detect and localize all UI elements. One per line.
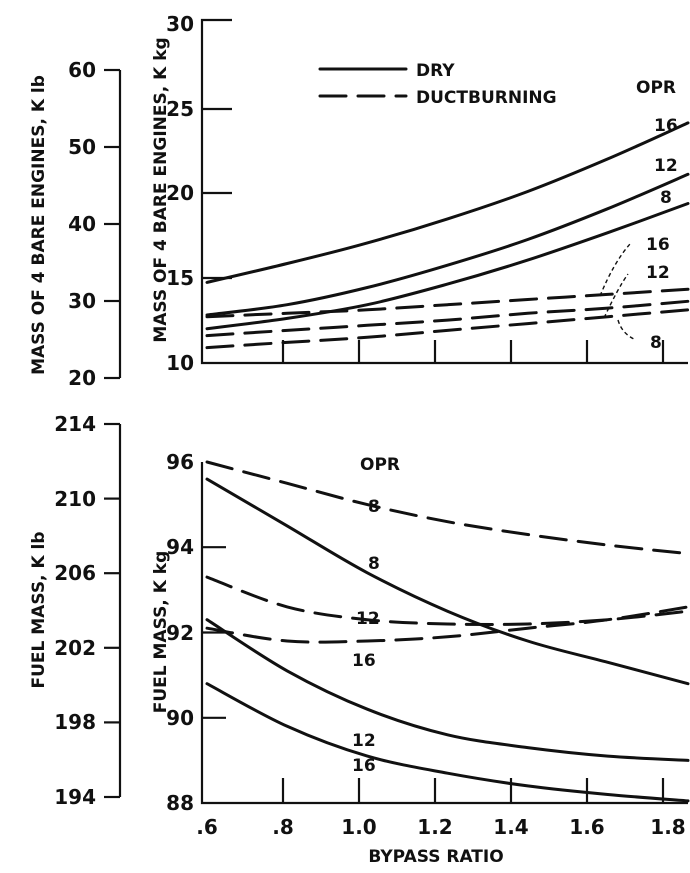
top-secondary-y-axis-label: MASS OF 4 BARE ENGINES, K lb: [29, 75, 49, 375]
bottom-xtick-label: 1.4: [493, 815, 528, 839]
bottom-curve-dry-opr-12: [205, 618, 690, 762]
bottom-secondary-y-ticks: [104, 422, 120, 799]
top-curve-labels: 16 12 8 16 12 8: [599, 116, 678, 353]
bottom-curve-dry-opr-16: [205, 682, 690, 803]
bottom-label-duct-12: 12: [356, 609, 380, 629]
top-label-duct-12: 12: [646, 263, 670, 283]
top-curve-duct-opr-16: [205, 287, 690, 319]
bottom-chart: 214 210 206 202 198 194 FUEL MASS, K lb …: [29, 412, 690, 867]
top-ytick-label: 25: [166, 97, 194, 121]
top-ytick-label: 30: [166, 12, 194, 36]
bottom-secondary-ytick-label: 206: [54, 561, 96, 585]
bottom-xtick-label: 1.2: [417, 815, 452, 839]
bottom-label-dry-8: 8: [368, 554, 380, 574]
top-label-duct-16: 16: [646, 235, 670, 255]
bottom-curve-duct-opr-12: [205, 575, 690, 627]
bottom-ytick-label: 90: [166, 706, 194, 730]
top-y-tick-labels: 10 15 20 25 30: [166, 12, 194, 375]
top-curve-duct-opr-8: [205, 308, 690, 350]
top-curve-dry-opr-12: [205, 172, 690, 317]
legend-dry-label: DRY: [416, 61, 455, 81]
bottom-curve-dry-opr-8: [205, 477, 690, 686]
top-curves: [205, 121, 690, 350]
top-x-ticks: [281, 340, 665, 363]
top-secondary-ytick-label: 20: [68, 366, 96, 390]
bottom-curve-duct-opr-16: [205, 605, 690, 644]
top-label-duct-8: 8: [650, 333, 662, 353]
bottom-xtick-label: 1.6: [569, 815, 604, 839]
top-chart: 60 50 40 30 20 MASS OF 4 BARE ENGINES, K…: [29, 12, 690, 390]
bottom-x-axis-label: BYPASS RATIO: [368, 847, 503, 867]
bottom-opr-title: OPR: [360, 455, 400, 475]
top-secondary-y-tick-labels: 60 50 40 30 20: [68, 58, 96, 390]
bottom-label-duct-16: 16: [352, 651, 376, 671]
top-label-dry-8: 8: [660, 188, 672, 208]
bottom-x-ticks: [281, 778, 665, 803]
bottom-ytick-label: 88: [166, 791, 194, 815]
top-leader-duct-8: [617, 319, 637, 341]
bottom-curve-labels: 8 12 16 8 12 16: [352, 497, 380, 776]
top-secondary-ytick-label: 30: [68, 289, 96, 313]
top-y-ticks: [202, 107, 232, 280]
bottom-label-dry-16: 16: [352, 756, 376, 776]
top-secondary-ytick-label: 60: [68, 58, 96, 82]
bottom-secondary-y-tick-labels: 214 210 206 202 198 194: [54, 412, 96, 809]
top-ytick-label: 20: [166, 181, 194, 205]
top-secondary-y-ticks: [104, 68, 120, 380]
bottom-x-tick-labels: .6 .8 1.0 1.2 1.4 1.6 1.8: [196, 815, 685, 839]
bottom-label-duct-8: 8: [368, 497, 380, 517]
top-label-dry-16: 16: [654, 116, 678, 136]
bottom-xtick-label: 1.8: [650, 815, 685, 839]
bottom-label-dry-12: 12: [352, 731, 376, 751]
top-leader-duct-16: [599, 243, 631, 297]
top-curve-duct-opr-12: [205, 299, 690, 338]
bottom-secondary-ytick-label: 194: [54, 785, 96, 809]
bottom-plot-axes: [200, 462, 688, 805]
bottom-xtick-label: 1.0: [341, 815, 376, 839]
bottom-y-tick-labels: 88 90 92 94 96: [166, 450, 194, 815]
bottom-curves: [205, 460, 690, 803]
bottom-y-axis-label: FUEL MASS, K kg: [151, 551, 171, 714]
bottom-curve-duct-opr-8: [205, 460, 690, 556]
top-curve-dry-opr-8: [205, 202, 690, 331]
top-plot-frame: [200, 18, 688, 365]
bottom-ytick-label: 94: [166, 535, 194, 559]
bottom-secondary-ytick-label: 210: [54, 487, 96, 511]
bottom-ytick-label: 96: [166, 450, 194, 474]
bottom-secondary-y-axis-label: FUEL MASS, K lb: [29, 531, 49, 688]
bottom-secondary-ytick-label: 202: [54, 636, 96, 660]
bottom-xtick-label: .6: [196, 815, 218, 839]
top-secondary-ytick-label: 40: [68, 212, 96, 236]
top-legend: DRY DUCTBURNING: [318, 61, 557, 108]
bottom-xtick-label: .8: [272, 815, 294, 839]
top-ytick-label: 15: [166, 266, 194, 290]
bottom-secondary-ytick-label: 198: [54, 710, 96, 734]
top-y-axis-label: MASS OF 4 BARE ENGINES, K kg: [151, 37, 171, 342]
top-secondary-ytick-label: 50: [68, 135, 96, 159]
bottom-secondary-ytick-label: 214: [54, 412, 96, 436]
bottom-ytick-label: 92: [166, 621, 194, 645]
top-label-dry-12: 12: [654, 156, 678, 176]
bottom-y-ticks: [202, 546, 226, 719]
top-ytick-label: 10: [166, 351, 194, 375]
legend-duct-label: DUCTBURNING: [416, 88, 557, 108]
top-leader-duct-12: [603, 273, 629, 319]
top-curve-dry-opr-16: [205, 121, 690, 284]
top-opr-title: OPR: [636, 78, 676, 98]
